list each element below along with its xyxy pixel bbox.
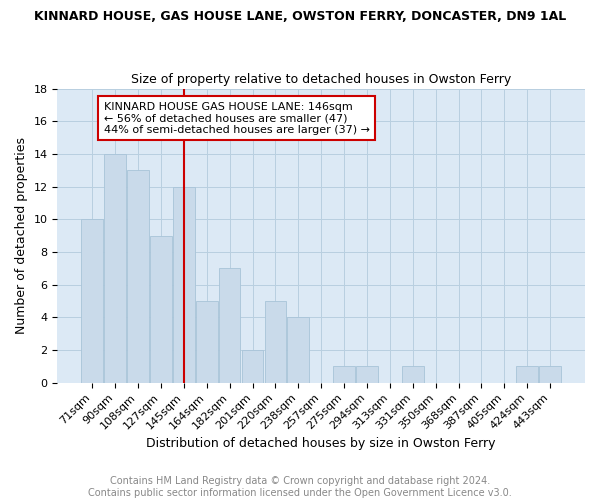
Bar xyxy=(517,366,538,382)
Bar xyxy=(150,236,172,382)
Bar xyxy=(82,220,103,382)
Y-axis label: Number of detached properties: Number of detached properties xyxy=(15,137,28,334)
Bar xyxy=(333,366,355,382)
Bar xyxy=(242,350,263,382)
Bar xyxy=(356,366,378,382)
Bar xyxy=(402,366,424,382)
Text: KINNARD HOUSE GAS HOUSE LANE: 146sqm
← 56% of detached houses are smaller (47)
4: KINNARD HOUSE GAS HOUSE LANE: 146sqm ← 5… xyxy=(104,102,370,135)
Bar xyxy=(265,301,286,382)
Bar xyxy=(104,154,126,382)
Bar xyxy=(173,186,195,382)
Title: Size of property relative to detached houses in Owston Ferry: Size of property relative to detached ho… xyxy=(131,73,511,86)
Text: KINNARD HOUSE, GAS HOUSE LANE, OWSTON FERRY, DONCASTER, DN9 1AL: KINNARD HOUSE, GAS HOUSE LANE, OWSTON FE… xyxy=(34,10,566,23)
Bar xyxy=(287,318,309,382)
Text: Contains HM Land Registry data © Crown copyright and database right 2024.
Contai: Contains HM Land Registry data © Crown c… xyxy=(88,476,512,498)
Bar xyxy=(196,301,218,382)
X-axis label: Distribution of detached houses by size in Owston Ferry: Distribution of detached houses by size … xyxy=(146,437,496,450)
Bar xyxy=(127,170,149,382)
Bar xyxy=(219,268,241,382)
Bar xyxy=(539,366,561,382)
